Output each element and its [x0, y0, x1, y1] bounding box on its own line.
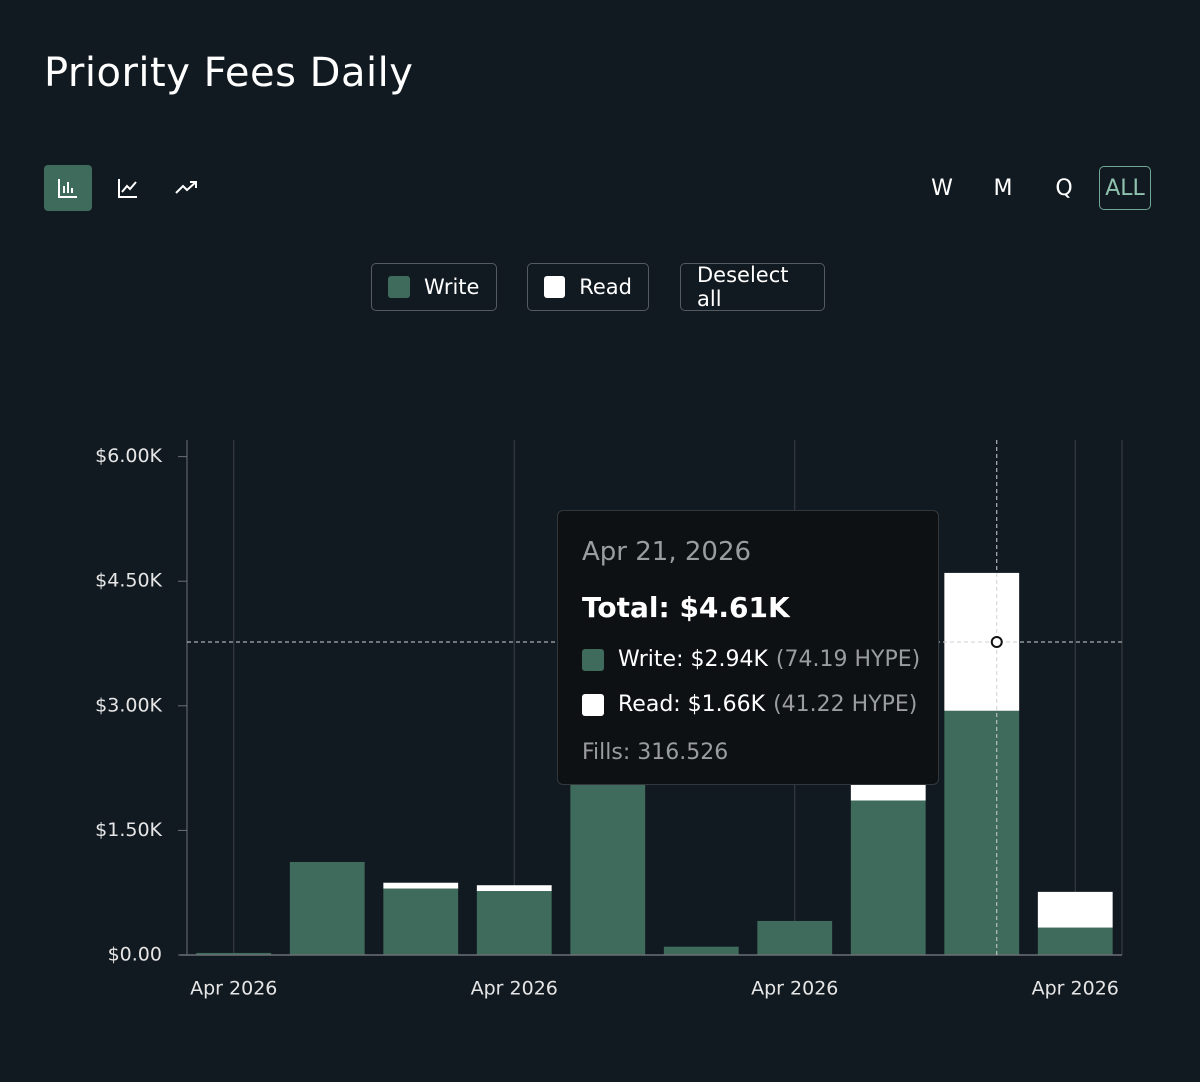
bar-segment — [757, 920, 833, 955]
bar-segment — [944, 710, 1020, 955]
tooltip-fills: Fills: 316.526 — [582, 740, 729, 765]
range-button[interactable]: Q — [1055, 175, 1073, 201]
x-tick-label: Apr 2026 — [1032, 978, 1119, 1000]
bar-segment — [1037, 891, 1113, 928]
tooltip-swatch — [582, 648, 604, 671]
legend-swatch — [544, 276, 566, 298]
bar-segment — [663, 946, 739, 955]
range-button-active[interactable]: ALL — [1099, 166, 1151, 210]
bar-segment — [383, 882, 459, 889]
tooltip-total: Total: $4.61K — [582, 591, 790, 624]
bar-segment — [383, 888, 459, 955]
range-button[interactable]: M — [993, 175, 1013, 201]
tooltip-swatch — [582, 693, 604, 716]
page-title: Priority Fees Daily — [44, 50, 414, 96]
y-tick-label: $6.00K — [95, 445, 162, 467]
tooltip-read-hype: (41.22 HYPE) — [773, 692, 918, 717]
tooltip-write-hype: (74.19 HYPE) — [775, 647, 921, 672]
y-tick-label: $4.50K — [95, 570, 162, 592]
trend-chart-button[interactable] — [163, 165, 211, 211]
x-tick-label: Apr 2026 — [751, 978, 838, 1000]
range-button[interactable]: W — [931, 175, 953, 201]
line-icon — [118, 179, 137, 198]
line-chart-button[interactable] — [104, 165, 152, 211]
tooltip-row: Write: $2.94K (74.19 HYPE) — [582, 647, 920, 672]
bar-segment — [196, 952, 272, 955]
legend-write[interactable]: Write — [371, 263, 497, 311]
y-tick-label: $3.00K — [95, 694, 162, 716]
crosshair-point — [990, 636, 1003, 648]
bar-segment — [476, 885, 552, 892]
bar-icon — [58, 179, 77, 198]
deselect-all-button[interactable]: Deselect all — [680, 263, 825, 311]
bar-segment — [289, 861, 365, 955]
legend-label: Write — [424, 275, 480, 299]
button-label: Deselect all — [697, 263, 789, 311]
bar-segment — [1037, 927, 1113, 955]
trend-icon — [175, 181, 197, 194]
y-tick-label: $0.00 — [108, 944, 162, 966]
x-tick-label: Apr 2026 — [190, 978, 277, 1000]
x-tick-label: Apr 2026 — [471, 978, 558, 1000]
y-tick-label: $1.50K — [95, 819, 162, 841]
tooltip: Apr 21, 2026 Total: $4.61K Write: $2.94K… — [557, 510, 939, 785]
bar-segment — [850, 800, 926, 955]
bar-chart-button[interactable] — [44, 165, 92, 211]
bar-segment — [476, 891, 552, 955]
tooltip-date: Apr 21, 2026 — [582, 537, 752, 567]
bar-segment — [570, 772, 646, 955]
legend-label: Read — [579, 275, 632, 299]
tooltip-row: Read: $1.66K (41.22 HYPE) — [582, 692, 917, 717]
legend-swatch — [388, 276, 410, 298]
legend-read[interactable]: Read — [527, 263, 649, 311]
tooltip-read: Read: $1.66K — [618, 692, 766, 717]
tooltip-write: Write: $2.94K — [618, 647, 768, 672]
